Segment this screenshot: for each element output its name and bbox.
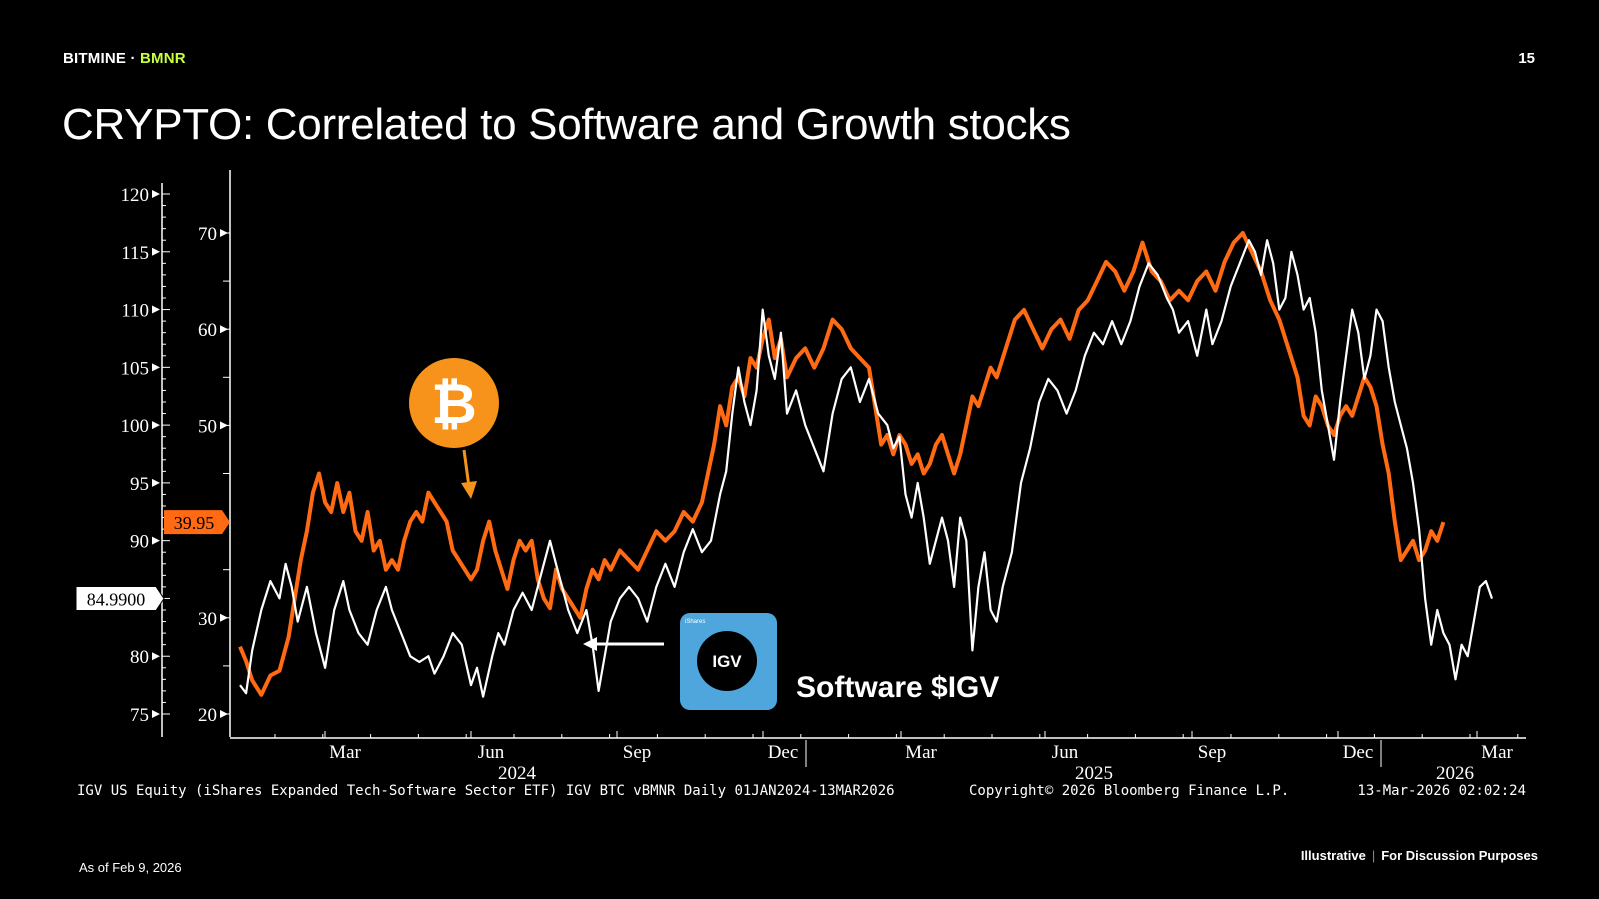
x-year-label: 2026 [1436, 763, 1474, 784]
chart: 75808590951001051101151202030506070MarJu… [75, 170, 1526, 799]
series-lines [238, 231, 1494, 698]
disclaimer-separator: | [1371, 848, 1376, 863]
x-tick-label: Jun [1052, 742, 1079, 763]
brand-separator: · [126, 50, 141, 67]
x-tick-label: Sep [1198, 742, 1227, 763]
left-tick-label: 95 [130, 474, 149, 495]
x-tick-label: Mar [329, 742, 361, 763]
igv-series-label: Software $IGV [796, 671, 999, 704]
left-tick-label: 105 [121, 358, 150, 379]
x-tick-label: Mar [1481, 742, 1513, 763]
left-tick [152, 305, 160, 314]
left-tick [152, 478, 160, 487]
x-year-label: 2024 [498, 763, 537, 784]
bitcoin-arrow [461, 449, 477, 499]
bitcoin-symbol: ₿ [431, 372, 477, 437]
btc-last-value-tag [164, 510, 230, 535]
source-caption: IGV US Equity (iShares Expanded Tech-Sof… [77, 783, 895, 799]
x-tick-label: Jun [478, 742, 505, 763]
left-tick-label: 90 [130, 532, 149, 553]
igv-series-line [239, 239, 1494, 698]
left-tick [152, 247, 160, 256]
igv-logo-subtext: iShares [685, 619, 705, 625]
left-tick [152, 710, 160, 718]
copyright-text: Copyright© 2026 Bloomberg Finance L.P. [969, 783, 1289, 799]
x-year-label: 2025 [1075, 763, 1113, 784]
illustrative-label: Illustrative [1300, 848, 1366, 863]
bitcoin-icon: ₿ [409, 358, 499, 448]
left-tick-label: 75 [130, 705, 149, 726]
igv-logo-text: IGV [712, 652, 742, 671]
page-number: 15 [1518, 50, 1535, 67]
right-tick-label: 20 [198, 705, 217, 726]
left-tick-label: 110 [121, 301, 149, 322]
x-tick-label: Mar [905, 742, 937, 763]
igv-logo: iShares IGV [680, 613, 777, 710]
timestamp-text: 13-Mar-2026 02:02:24 [1357, 783, 1526, 799]
left-tick-label: 100 [121, 416, 150, 437]
right-tick-label: 50 [198, 416, 217, 437]
right-tick-label: 30 [198, 609, 217, 630]
btc-last-value: 39.95 [174, 513, 215, 533]
left-tick [152, 652, 160, 661]
x-tick-label: Dec [1343, 742, 1374, 763]
igv-last-value-tag [75, 586, 165, 612]
btc-series-line [238, 231, 1446, 697]
left-tick-label: 115 [121, 243, 149, 264]
igv-last-value: 84.9900 [87, 590, 146, 610]
left-tick-label: 80 [130, 647, 149, 668]
left-tick [152, 536, 160, 545]
left-tick [152, 363, 160, 372]
left-tick [152, 190, 160, 198]
brand: BITMINE · BMNR [63, 50, 186, 67]
page-title: CRYPTO: Correlated to Software and Growt… [62, 100, 1071, 149]
left-tick-label: 120 [121, 185, 150, 206]
as-of-date: As of Feb 9, 2026 [79, 860, 182, 875]
right-tick-label: 70 [198, 224, 217, 245]
axes: 75808590951001051101151202030506070MarJu… [75, 170, 1526, 784]
discussion-label: For Discussion Purposes [1381, 848, 1538, 863]
right-tick-label: 60 [198, 320, 217, 341]
left-tick [152, 421, 160, 430]
brand-ticker: BMNR [140, 50, 186, 67]
x-tick-label: Dec [768, 742, 799, 763]
igv-arrow [583, 637, 664, 651]
disclaimer: Illustrative | For Discussion Purposes [1301, 848, 1538, 863]
x-tick-label: Sep [623, 742, 652, 763]
brand-name: BITMINE [63, 50, 127, 67]
